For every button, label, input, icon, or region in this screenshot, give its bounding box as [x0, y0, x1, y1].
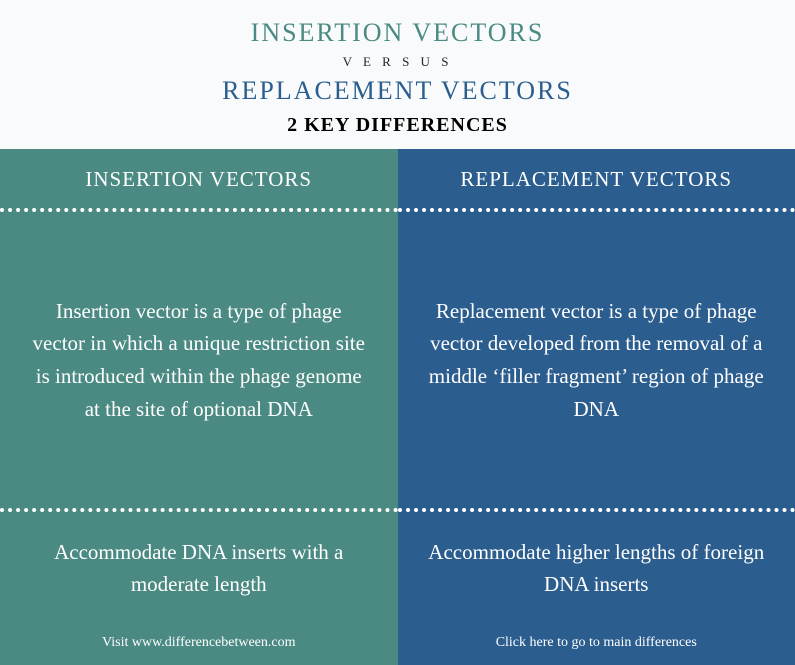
- header: INSERTION VECTORS V E R S U S REPLACEMEN…: [0, 0, 795, 149]
- footer-right[interactable]: Click here to go to main differences: [398, 625, 795, 665]
- comparison-infographic: INSERTION VECTORS V E R S U S REPLACEMEN…: [0, 0, 795, 665]
- cell-right-row2: Accommodate higher lengths of foreign DN…: [398, 512, 795, 625]
- column-head-right: REPLACEMENT VECTORS: [398, 149, 795, 212]
- column-head-left: INSERTION VECTORS: [0, 149, 398, 212]
- title-replacement: REPLACEMENT VECTORS: [0, 76, 795, 106]
- subtitle: 2 KEY DIFFERENCES: [0, 114, 795, 137]
- footer: Visit www.differencebetween.com Click he…: [0, 625, 795, 665]
- cell-left-row2: Accommodate DNA inserts with a moderate …: [0, 512, 398, 625]
- versus-label: V E R S U S: [0, 54, 795, 70]
- cell-right-row1: Replacement vector is a type of phage ve…: [398, 212, 795, 512]
- title-insertion: INSERTION VECTORS: [0, 18, 795, 48]
- comparison-grid: INSERTION VECTORS REPLACEMENT VECTORS In…: [0, 149, 795, 625]
- footer-left[interactable]: Visit www.differencebetween.com: [0, 625, 398, 665]
- cell-left-row1: Insertion vector is a type of phage vect…: [0, 212, 398, 512]
